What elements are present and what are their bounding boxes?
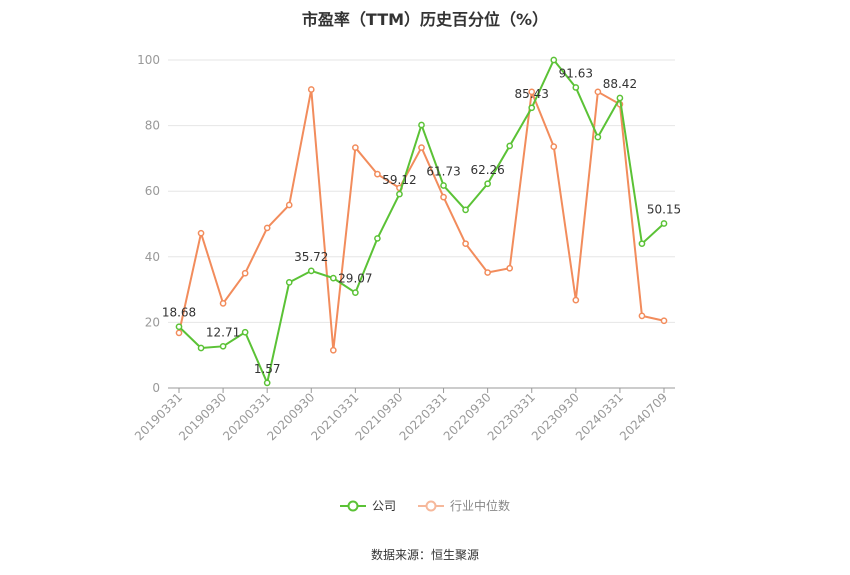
company-point [418,121,425,129]
legend-label-company: 公司 [371,499,396,513]
company-point [506,142,514,150]
series-layer [175,56,668,387]
company-point [550,56,558,64]
industry-median-point [285,201,293,209]
company-data-label: 91.63 [559,66,593,80]
y-tick-label: 80 [145,119,160,133]
company-point [219,342,227,350]
company-point [241,328,249,336]
legend-company-marker-icon [339,500,366,511]
y-tick-label: 100 [137,53,160,67]
industry-median-point [241,269,249,277]
company-point [638,240,646,248]
industry-median-series-line [178,88,665,352]
industry-median-point [572,296,580,304]
industry-median-point [660,317,668,325]
industry-median-point [528,88,536,96]
company-point [307,267,315,275]
industry-median-point [263,224,271,232]
industry-median-point [352,144,359,151]
industry-median-point [462,240,469,248]
company-point [616,94,624,102]
legend-label-industry-median: 行业中位数 [450,499,511,513]
company-point [285,279,293,286]
company-point [572,84,580,91]
industry-median-point [329,346,337,354]
company-data-label: 18.68 [162,306,196,320]
company-point [462,206,469,214]
data-source-note: 数据来源：恒生聚源 [370,548,479,562]
company-point [440,182,447,189]
industry-median-point [418,144,425,151]
industry-median-point [594,88,602,96]
chart-title: 市盈率（TTM）历史百分位（%） [301,10,549,29]
data-label-layer: 18.68 12.71 1.57 35.72 29.07 59.12 61.73 62.26 8… [162,66,681,375]
x-tick-label: 20240709 [617,390,670,443]
industry-median-point [506,264,514,272]
company-data-label: 29.07 [338,272,372,286]
company-data-label: 1.57 [254,362,281,376]
company-data-label: 85.43 [515,87,549,101]
company-data-label: 61.73 [426,165,460,179]
industry-median-point [197,229,205,237]
company-point [528,104,536,112]
company-series-line [178,59,665,384]
company-point [374,235,381,242]
company-point [197,344,205,352]
axis-layer: 0204060801002019033120190930202003312020… [132,53,675,443]
company-data-label: 12.71 [206,325,240,339]
company-data-label: 88.42 [603,77,637,91]
industry-median-point [440,193,447,201]
industry-median-point [374,170,381,178]
company-data-label: 59.12 [382,173,416,187]
company-point [263,379,271,387]
industry-median-point [175,329,183,337]
legend-item-industry-median[interactable]: 行业中位数 [418,497,510,514]
legend-item-company[interactable]: 公司 [339,497,396,514]
y-tick-label: 60 [145,184,160,198]
company-point [352,289,359,297]
industry-median-point [307,86,315,93]
company-point [484,180,491,188]
company-data-label: 50.15 [647,203,681,217]
company-data-label: 62.26 [470,163,504,177]
company-point [329,274,337,282]
y-tick-label: 40 [145,250,160,264]
y-tick-label: 0 [152,381,160,395]
legend: 公司 行业中位数 [0,497,850,514]
company-data-label: 35.72 [294,250,328,264]
industry-median-point [550,143,558,150]
y-tick-label: 20 [145,315,160,329]
industry-median-point [638,312,646,320]
legend-industry-marker-icon [418,500,444,511]
company-point [175,323,183,331]
company-point [396,190,403,198]
grid-layer [168,59,675,323]
industry-median-point [484,269,491,276]
company-point [660,220,668,227]
company-point [594,133,602,141]
industry-median-point [219,300,227,307]
